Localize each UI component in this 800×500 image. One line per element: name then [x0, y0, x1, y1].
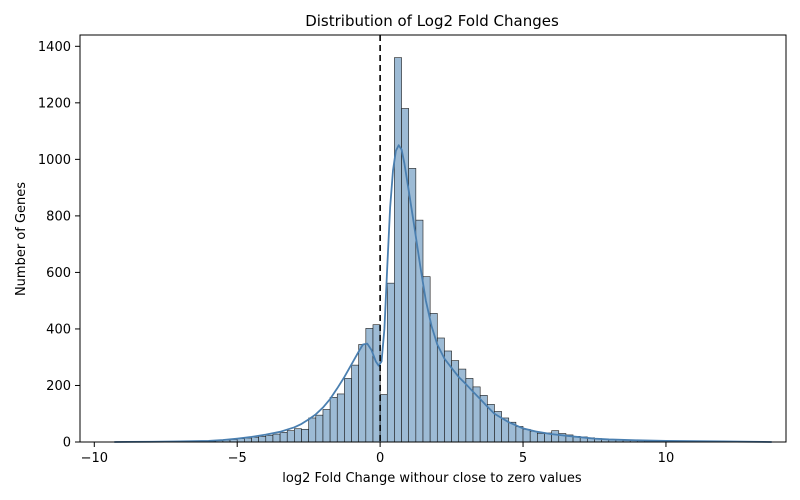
histogram-bar-25	[294, 428, 302, 443]
histogram-bar-21	[265, 434, 274, 443]
histogram-bar-26	[301, 428, 309, 443]
histogram-bar-45	[436, 337, 445, 443]
histogram-bar-38	[386, 282, 395, 443]
x-axis-label: log2 Fold Change withour close to zero v…	[282, 471, 582, 486]
y-tick-label: 1200	[38, 96, 71, 111]
y-tick-label: 0	[63, 436, 71, 451]
histogram-bar-19	[251, 436, 259, 443]
histogram-bar-59	[537, 433, 545, 443]
y-tick-label: 200	[46, 379, 71, 394]
y-tick-label: 800	[46, 209, 71, 224]
x-tick-label: 5	[519, 451, 527, 466]
y-axis-label: Number of Genes	[14, 182, 29, 296]
plot-frame	[79, 34, 787, 443]
chart-title: Distribution of Log2 Fold Changes	[305, 12, 559, 30]
histogram-bar-32	[344, 378, 352, 443]
y-tick-label: 1000	[38, 153, 71, 168]
histogram-bar-37	[379, 394, 388, 443]
histogram-bar-57	[522, 428, 531, 443]
histogram-bar-28	[315, 414, 324, 443]
x-tick-label: −10	[81, 451, 108, 466]
histogram-bar-42	[415, 219, 424, 443]
histogram-bar-39	[394, 57, 402, 443]
histogram-bar-33	[351, 364, 359, 443]
histogram-bar-61	[551, 430, 560, 443]
histogram-bar-34	[358, 344, 367, 443]
histogram-bar-22	[272, 433, 281, 443]
histogram-bar-24	[286, 430, 295, 443]
y-tick-label: 400	[46, 322, 71, 337]
histogram-bar-58	[529, 430, 538, 443]
y-tick-label: 600	[46, 266, 71, 281]
kde-curve	[114, 144, 772, 443]
histogram-bar-27	[308, 417, 317, 443]
histogram-bar-29	[322, 409, 331, 443]
x-tick-label: 10	[658, 451, 675, 466]
x-tick-label: 0	[376, 451, 384, 466]
histogram-bar-23	[279, 432, 288, 443]
histogram-bar-20	[258, 436, 267, 443]
plot-area: −10 −5 0 5 10 0 200 400 600 800 1000 1200 1400	[38, 34, 787, 466]
histogram-bar-30	[329, 397, 338, 443]
y-tick-label: 1400	[38, 40, 71, 55]
x-tick-label: −5	[228, 451, 247, 466]
histogram-bar-18	[244, 437, 252, 443]
histogram-bar-36	[372, 324, 381, 443]
histogram-bar-31	[336, 393, 345, 443]
